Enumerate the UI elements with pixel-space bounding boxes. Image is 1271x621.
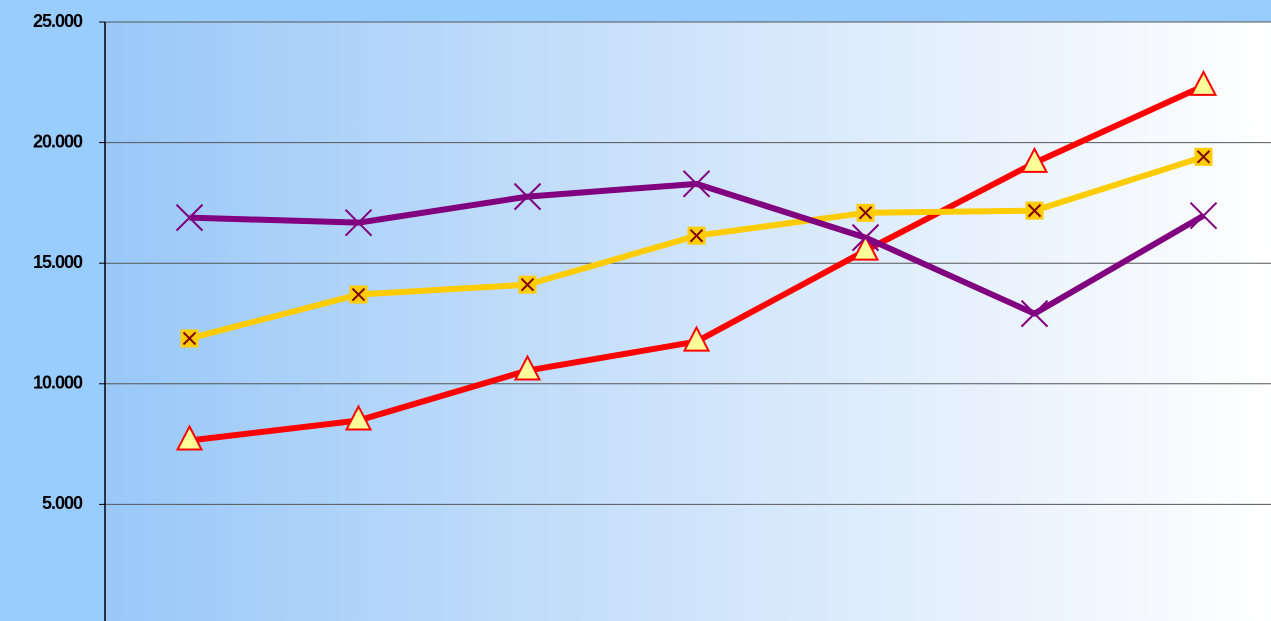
marker [1025, 201, 1044, 220]
marker [856, 203, 875, 222]
y-tick-label: 15.000 [33, 252, 83, 272]
marker [1020, 299, 1049, 328]
marker [851, 234, 880, 261]
marker [518, 275, 537, 294]
y-tick-label: 25.000 [33, 11, 83, 31]
marker [1020, 146, 1049, 173]
plot-area [105, 22, 1271, 621]
marker [1194, 147, 1213, 166]
marker [687, 226, 706, 245]
y-tick-label: 5.000 [42, 493, 83, 513]
marker [180, 329, 199, 348]
y-tick-label: 10.000 [33, 373, 83, 393]
marker [682, 170, 711, 198]
y-tick-label: 20.000 [33, 131, 83, 151]
marker [1189, 201, 1218, 230]
marker [175, 203, 204, 232]
marker [344, 404, 373, 431]
marker [1189, 69, 1218, 96]
marker [513, 182, 542, 211]
marker [344, 208, 373, 237]
marker [682, 325, 711, 352]
marker [175, 424, 204, 451]
marker [513, 354, 542, 381]
marker [851, 223, 880, 252]
marker [349, 285, 368, 304]
